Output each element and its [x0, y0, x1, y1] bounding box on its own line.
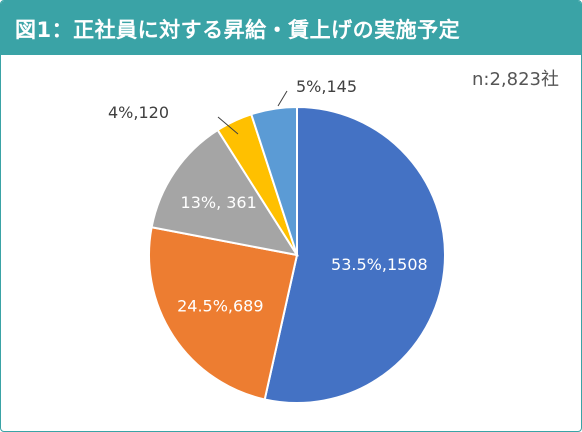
leader-line-4 — [217, 116, 239, 135]
pie-slice-1 — [263, 105, 446, 404]
slice-label-13: 13%, 361 — [181, 193, 257, 212]
sample-size: n:2,823社 — [471, 69, 559, 90]
chart-title: 図1：正社員に対する昇給・賃上げの実施予定 — [15, 18, 461, 42]
pie-chart: 53.5%,1508 24.5%,689 13%, 361 4%,120 5%,145 — [108, 77, 446, 404]
slice-label-24-5: 24.5%,689 — [177, 296, 263, 315]
pie-slice-5 — [250, 105, 298, 256]
slice-label-53-5: 53.5%,1508 — [331, 255, 428, 274]
pie-slice-3 — [150, 128, 300, 257]
leader-line-5 — [277, 90, 288, 107]
slice-label-5: 5%,145 — [296, 77, 357, 96]
chart-header: 図1：正社員に対する昇給・賃上げの実施予定 — [1, 1, 581, 55]
slice-label-4: 4%,120 — [108, 103, 169, 122]
pie-slice-2 — [148, 226, 299, 401]
